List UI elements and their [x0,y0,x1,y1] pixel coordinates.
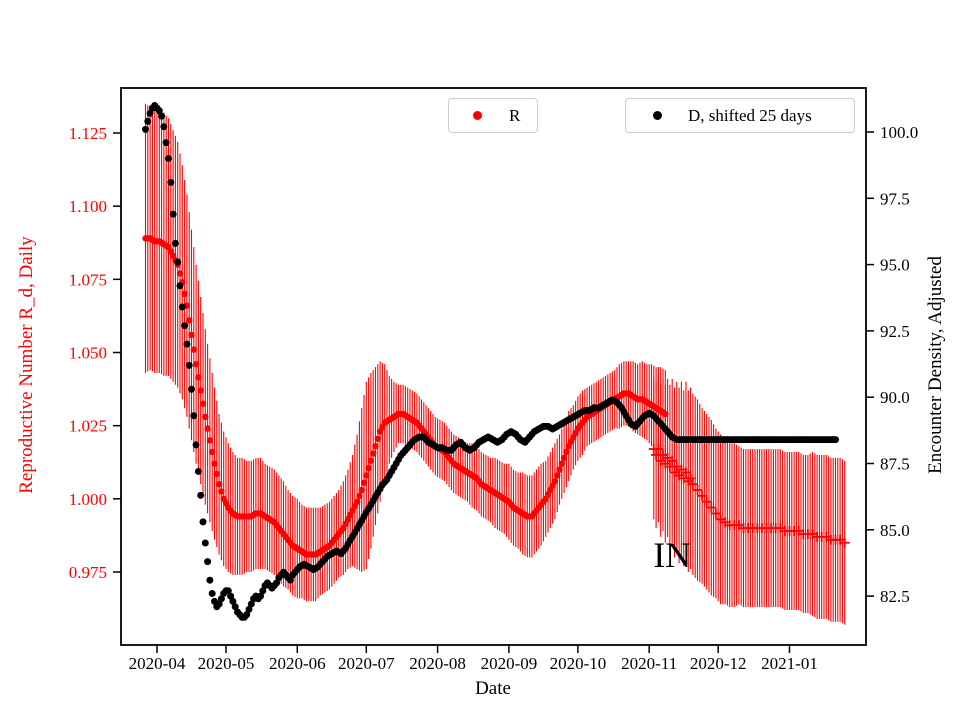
svg-text:82.5: 82.5 [880,587,910,606]
svg-text:2020-09: 2020-09 [481,654,538,673]
svg-text:2021-01: 2021-01 [761,654,818,673]
svg-text:1.075: 1.075 [69,270,107,289]
red-dot-marker-icon [473,111,482,120]
svg-text:1.025: 1.025 [69,417,107,436]
svg-text:2020-11: 2020-11 [621,654,677,673]
svg-text:1.050: 1.050 [69,344,107,363]
svg-text:95.0: 95.0 [880,256,910,275]
svg-text:2020-12: 2020-12 [690,654,747,673]
svg-text:1.100: 1.100 [69,197,107,216]
svg-text:1.125: 1.125 [69,124,107,143]
svg-text:2020-08: 2020-08 [409,654,466,673]
svg-text:97.5: 97.5 [880,189,910,208]
legend-d: D, shifted 25 days [625,98,855,133]
legend-d-label: D, shifted 25 days [688,105,812,125]
svg-text:1.000: 1.000 [69,490,107,509]
svg-text:90.0: 90.0 [880,388,910,407]
svg-text:0.975: 0.975 [69,563,107,582]
svg-text:87.5: 87.5 [880,455,910,474]
svg-text:100.0: 100.0 [880,123,918,142]
black-dot-marker-icon [653,111,662,120]
x-axis-label: Date [475,678,511,699]
svg-text:92.5: 92.5 [880,322,910,341]
svg-text:2020-04: 2020-04 [129,654,186,673]
svg-text:85.0: 85.0 [880,521,910,540]
state-annotation: IN [653,535,692,576]
svg-text:2020-07: 2020-07 [338,654,395,673]
legend-r: R [448,98,538,133]
legend-r-label: R [509,105,521,125]
svg-text:2020-06: 2020-06 [269,654,326,673]
svg-text:2020-10: 2020-10 [550,654,607,673]
svg-text:2020-05: 2020-05 [198,654,255,673]
